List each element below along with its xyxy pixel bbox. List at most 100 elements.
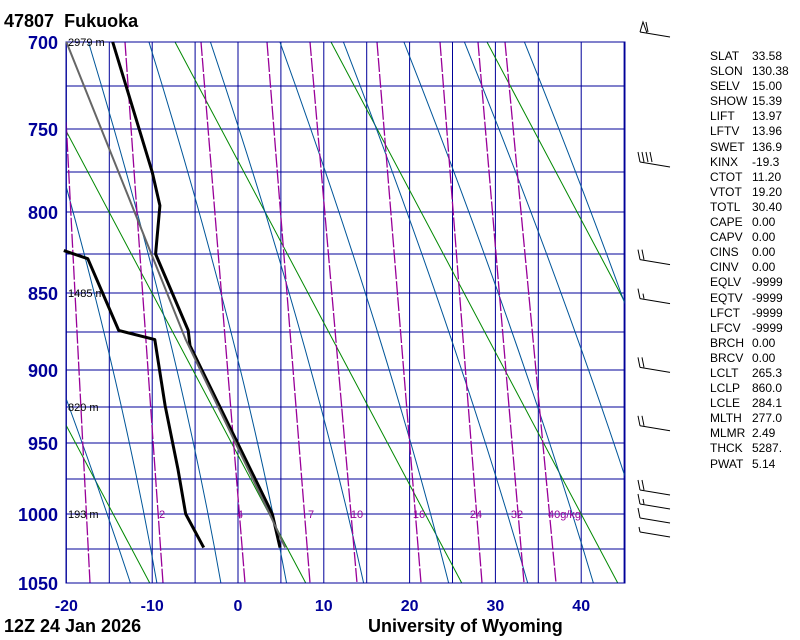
- height-label: 2979 m: [68, 37, 105, 49]
- index-key: MLTH: [710, 411, 742, 426]
- moist-adiabat-line: [66, 184, 158, 583]
- index-value: 277.0: [752, 411, 783, 426]
- moist-adiabat-line: [463, 42, 625, 479]
- index-row: BRCV 0.00: [710, 351, 789, 366]
- x-tick-label: 10: [315, 598, 333, 615]
- dry-adiabat-line: [486, 42, 625, 304]
- y-tick-label: 900: [28, 361, 58, 381]
- index-row: MLTH 277.0: [710, 411, 789, 426]
- index-value: 13.96: [752, 124, 783, 139]
- barb-full: [637, 249, 641, 260]
- index-key: KINX: [710, 154, 739, 169]
- index-key: LCLT: [710, 365, 739, 380]
- x-tick-label: 30: [487, 598, 505, 615]
- index-key: MLMR: [710, 426, 746, 441]
- mixing-ratio-line: [66, 106, 91, 583]
- index-value: 0.00: [752, 230, 776, 245]
- index-value: 0.00: [752, 335, 776, 350]
- barb-full: [645, 21, 649, 33]
- index-key: LFCT: [710, 305, 740, 320]
- index-key: THCK: [710, 441, 743, 456]
- index-key: CAPV: [710, 230, 743, 245]
- mixing-ratio-line: [266, 42, 311, 583]
- parcel-line: [65, 41, 287, 549]
- index-value: 136.9: [752, 139, 783, 154]
- barb-staff: [639, 298, 671, 305]
- index-key: PWAT: [710, 456, 744, 471]
- barb-full: [641, 415, 645, 426]
- moist-adiabat-line: [403, 42, 594, 583]
- index-key: LCLP: [710, 381, 741, 396]
- index-row: SHOW 15.39: [710, 94, 789, 109]
- barb-half: [638, 526, 641, 533]
- mixing-ratio-label: 2: [159, 509, 165, 521]
- index-row: MLMR 2.49: [710, 426, 789, 441]
- moist-adiabat-line: [279, 42, 450, 583]
- wind-barb: [637, 288, 671, 305]
- mixing-ratio-label: 10: [351, 509, 363, 521]
- index-key: EQTV: [710, 290, 743, 305]
- background-lines: [66, 42, 625, 583]
- index-value: -19.3: [752, 154, 780, 169]
- barb-full: [637, 151, 641, 163]
- barb-staff: [639, 531, 671, 538]
- wind-barb: [637, 151, 671, 168]
- index-key: SHOW: [710, 94, 748, 109]
- index-key: SWET: [710, 139, 745, 154]
- dry-adiabat-line: [66, 423, 151, 583]
- barb-staff: [639, 425, 671, 432]
- wind-barb: [637, 507, 671, 524]
- station-title: 47807 Fukuoka: [4, 11, 138, 32]
- index-value: 11.20: [752, 169, 782, 184]
- barb-half: [642, 293, 645, 299]
- height-label: 1485 m: [68, 288, 105, 300]
- index-value: 19.20: [752, 184, 783, 199]
- index-key: LFTV: [710, 124, 740, 139]
- index-key: CINS: [710, 245, 739, 260]
- index-key: VTOT: [710, 184, 742, 199]
- y-tick-label: 1000: [18, 505, 58, 525]
- index-key: CAPE: [710, 215, 743, 230]
- index-row: LFTV 13.96: [710, 124, 789, 139]
- wind-barb: [637, 415, 671, 432]
- mixing-ratio-line: [504, 42, 557, 583]
- index-key: TOTL: [710, 199, 741, 214]
- barb-half: [642, 498, 645, 505]
- mixing-ratio-label: 7: [308, 509, 314, 521]
- index-row: CINV 0.00: [710, 260, 789, 275]
- barb-full: [637, 507, 641, 519]
- barb-staff: [639, 161, 671, 168]
- x-tick-label: 40: [572, 598, 590, 615]
- barb-staff: [639, 489, 671, 496]
- y-tick-label: 950: [28, 434, 58, 454]
- index-row: LFCT -9999: [710, 306, 789, 321]
- wind-barb: [637, 357, 671, 373]
- index-value: 5.14: [752, 456, 776, 471]
- index-value: 30.40: [752, 199, 783, 214]
- index-value: -9999: [752, 320, 783, 335]
- index-row: BRCH 0.00: [710, 336, 789, 351]
- moist-adiabat-line: [209, 42, 365, 583]
- barb-staff: [639, 259, 671, 266]
- y-tick-label: 850: [28, 284, 58, 304]
- moist-adiabat-line: [66, 396, 131, 583]
- height-label: 820 m: [68, 402, 99, 414]
- dewpoint-line: [63, 249, 206, 549]
- index-row: SLON 130.38: [710, 64, 789, 79]
- mixing-ratio-line: [477, 42, 525, 583]
- dry-adiabat-line: [330, 42, 619, 583]
- index-row: THCK 5287.: [710, 441, 789, 456]
- index-row: CTOT 11.20: [710, 170, 789, 185]
- station-id: 47807: [4, 11, 55, 31]
- index-value: -9999: [752, 275, 783, 290]
- y-tick-label: 700: [28, 33, 58, 53]
- index-value: 33.58: [752, 49, 783, 63]
- moist-adiabat-line: [342, 42, 529, 583]
- index-key: BRCH: [710, 335, 745, 350]
- mixing-ratio-label: 40g/kg: [548, 509, 581, 521]
- index-value: 0.00: [752, 215, 776, 230]
- moist-adiabat-line: [87, 42, 222, 583]
- index-value: 860.0: [752, 381, 783, 396]
